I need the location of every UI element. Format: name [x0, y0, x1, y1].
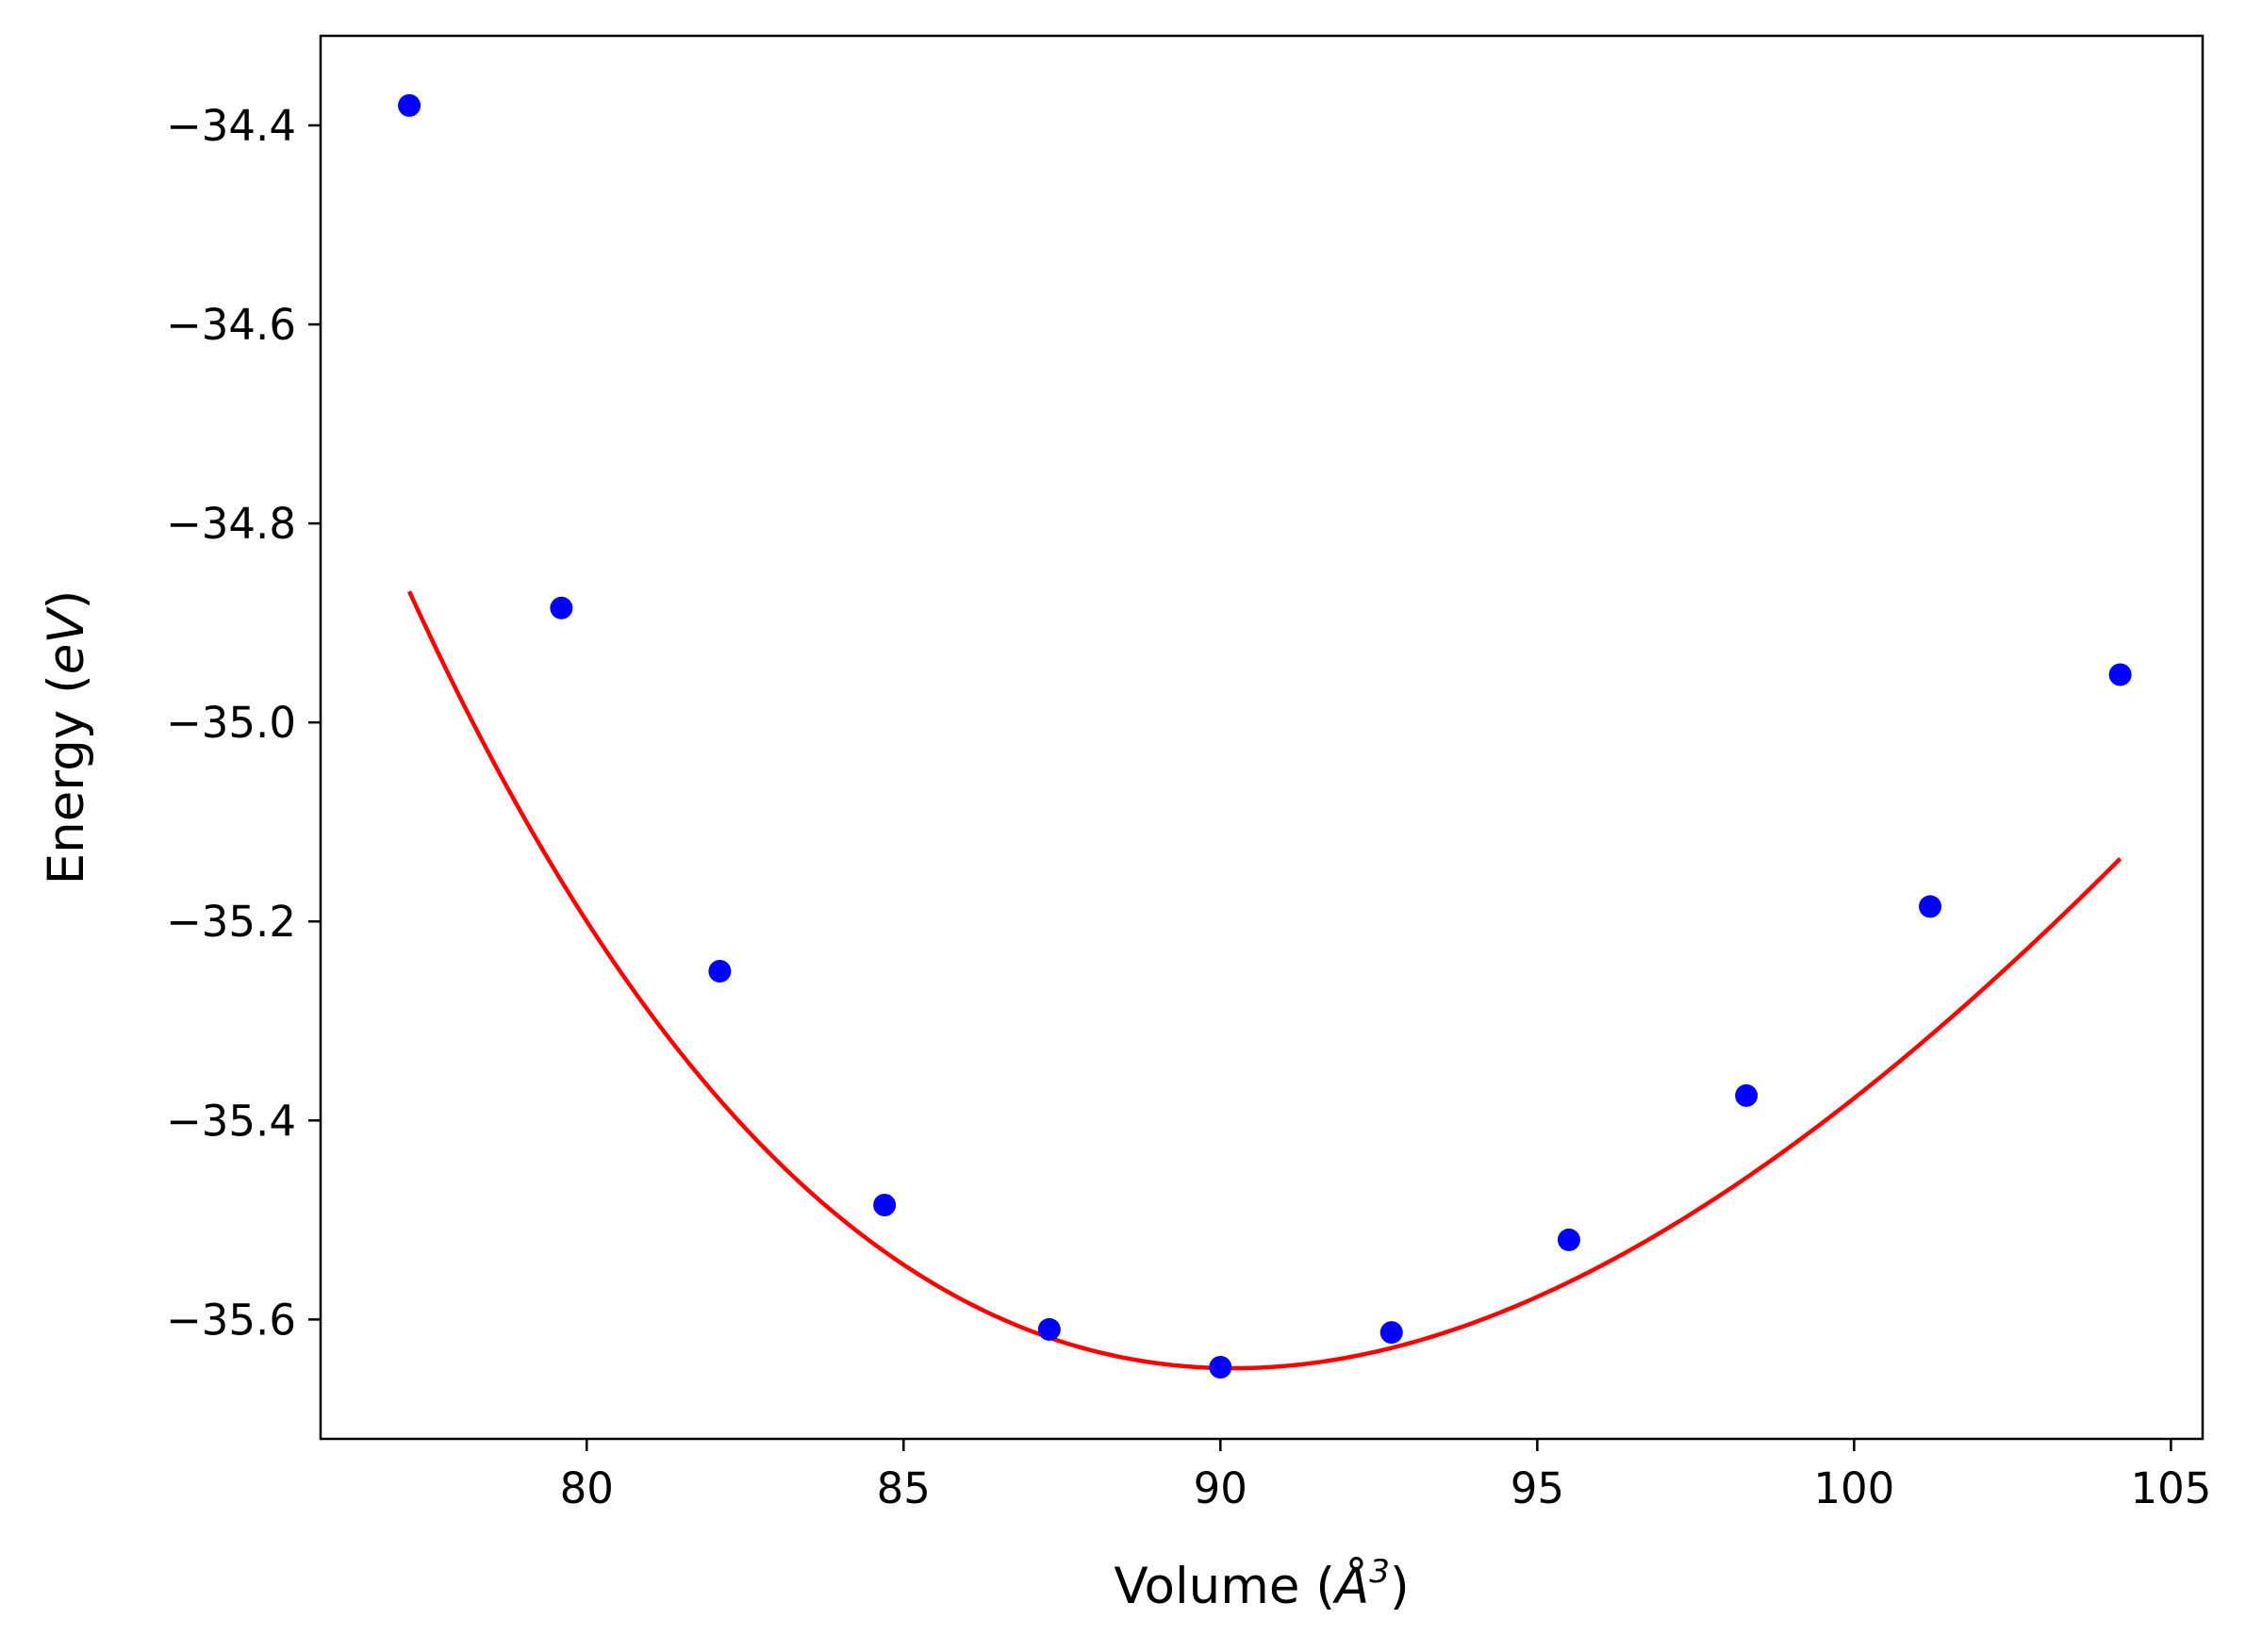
y-tick-label: −34.8	[166, 499, 296, 549]
y-tick-label: −35.4	[166, 1096, 296, 1146]
x-tick-label: 105	[2130, 1463, 2211, 1513]
y-tick-label: −34.4	[166, 101, 296, 151]
data-point	[708, 960, 732, 983]
y-axis-label: Energy (eV)	[38, 590, 95, 885]
x-tick-label: 90	[1194, 1463, 1247, 1513]
data-point	[1037, 1317, 1061, 1341]
y-tick-label: −34.6	[166, 300, 296, 350]
y-tick-label: −35.2	[166, 897, 296, 947]
y-tick-label: −35.0	[166, 698, 296, 748]
data-point	[1209, 1356, 1232, 1379]
x-axis-label: Volume (Å3)	[1114, 1553, 1409, 1615]
x-tick-label: 95	[1511, 1463, 1564, 1513]
x-tick-label: 100	[1813, 1463, 1894, 1513]
x-tick-label: 80	[560, 1463, 614, 1513]
data-point	[1919, 895, 1942, 918]
data-point	[398, 93, 421, 117]
y-tick-label: −35.6	[166, 1295, 296, 1345]
plot-area-frame	[319, 34, 2205, 1441]
data-point	[1557, 1228, 1580, 1251]
data-point	[1735, 1083, 1759, 1107]
x-tick-label: 85	[877, 1463, 931, 1513]
fit-curve-line	[407, 590, 2122, 1371]
data-point	[550, 596, 573, 620]
data-point	[2108, 663, 2132, 686]
data-point	[1379, 1321, 1403, 1345]
data-point	[873, 1194, 897, 1216]
